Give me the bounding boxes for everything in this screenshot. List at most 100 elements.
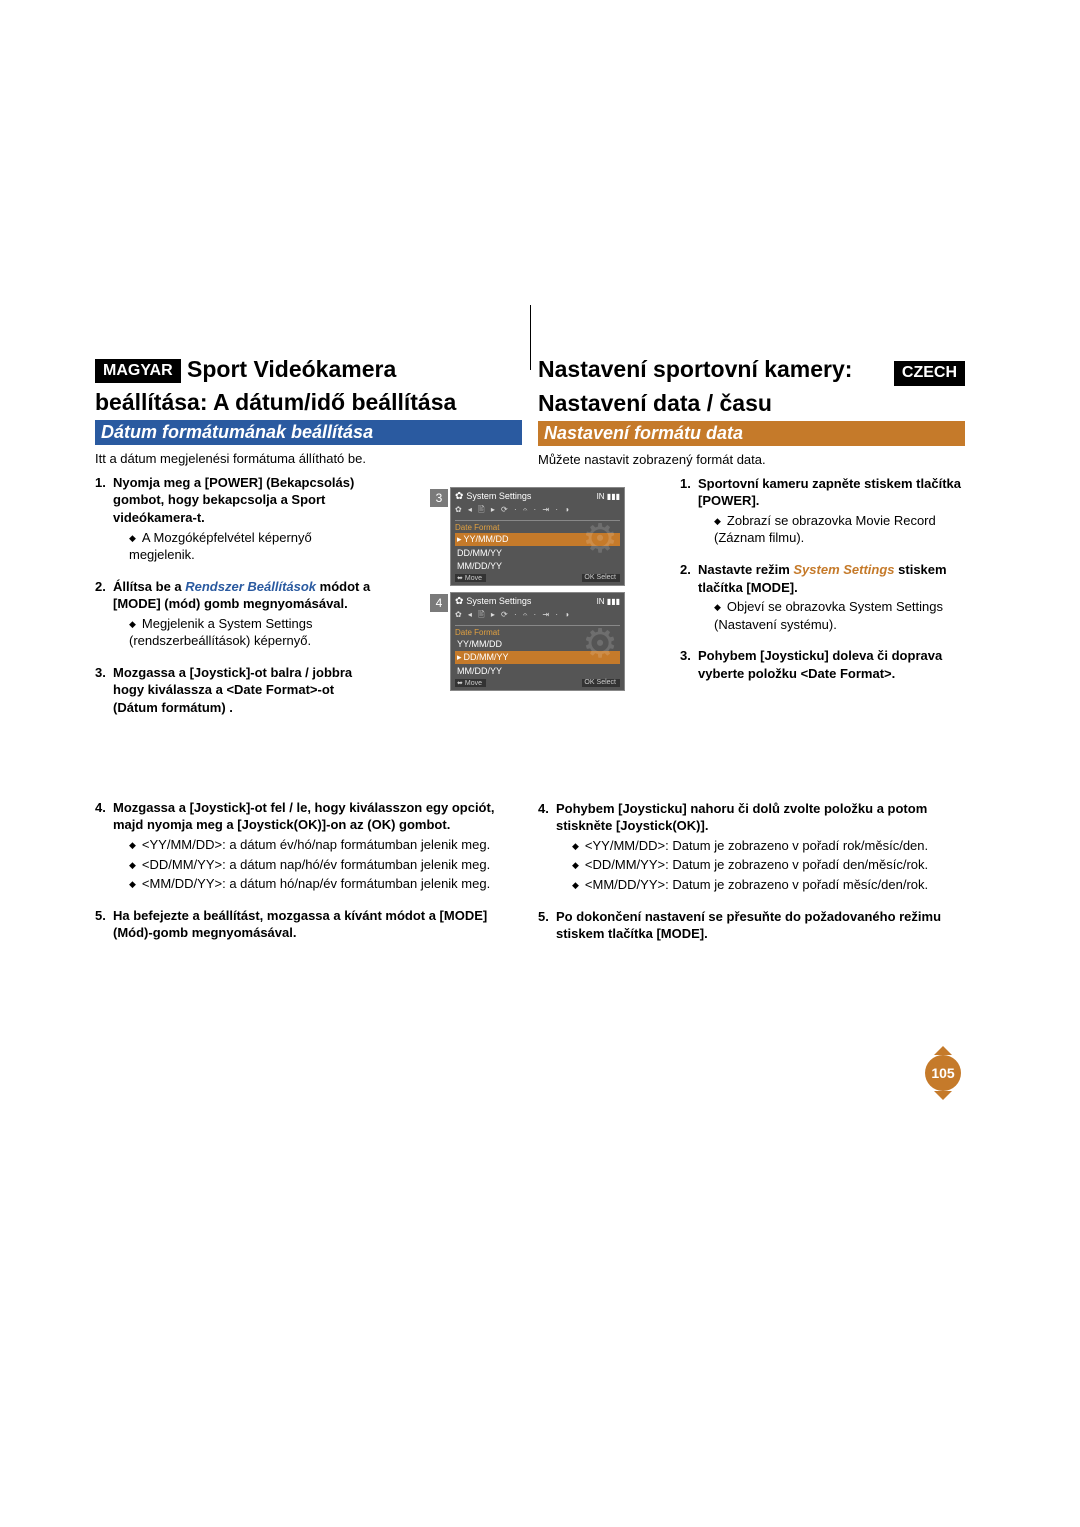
page-number-text: 105 — [931, 1065, 954, 1081]
step-number: 3. — [95, 664, 106, 682]
left-step-3: 3. Mozgassa a [Joystick]-ot balra / jobb… — [95, 664, 380, 717]
page-number-wrap: 105 — [925, 1055, 965, 1095]
step-sub: <MM/DD/YY>: Datum je zobrazeno v pořadí … — [572, 876, 965, 894]
step-title-em: Rendszer Beállítások — [185, 579, 316, 594]
left-lang-badge: MAGYAR — [95, 359, 181, 384]
screen-3: ⚙ ✿System Settings IN ▮▮▮ ✿ ◂ 🖹 ▸ ⟳ · 𝄐 … — [450, 487, 625, 586]
center-screens: 3 ⚙ ✿System Settings IN ▮▮▮ ✿ ◂ 🖹 ▸ ⟳ · … — [430, 487, 630, 697]
date-format-label: Date Format — [455, 628, 620, 637]
option-dd-mm-yy: ▸DD/MM/YY — [455, 651, 620, 664]
right-title-1: Nastavení sportovní kamery: — [538, 355, 852, 385]
step-sub: <DD/MM/YY>: a dátum nap/hó/év formátumba… — [129, 856, 522, 874]
step-title-pre: Nastavte režim — [698, 562, 793, 577]
move-hint: ⬌Move — [455, 574, 486, 582]
card-label: IN — [597, 492, 605, 501]
step-sub: <YY/MM/DD>: a dátum év/hó/nap formátumba… — [129, 836, 522, 854]
right-steps-bottom: 4. Pohybem [Joysticku] nahoru či dolů zv… — [538, 800, 965, 943]
sys-label: System Settings — [466, 596, 531, 606]
screen-4-wrap: 4 ⚙ ✿System Settings IN ▮▮▮ ✿ ◂ 🖹 ▸ ⟳ · … — [430, 592, 630, 691]
triangle-up-icon — [934, 1046, 952, 1055]
step-title-pre: Állítsa be a — [113, 579, 185, 594]
option-mm-dd-yy: MM/DD/YY — [455, 560, 620, 572]
select-hint: OKSelect — [582, 574, 620, 582]
step-sub: <MM/DD/YY>: a dátum hó/nap/év formátumba… — [129, 875, 522, 893]
left-section-bar: Dátum formátumának beállítása — [95, 420, 522, 445]
step-title-em: System Settings — [793, 562, 894, 577]
select-hint: OKSelect — [582, 679, 620, 687]
step-title: Mozgassa a [Joystick]-ot fel / le, hogy … — [113, 800, 494, 833]
screen-badge-4: 4 — [430, 594, 448, 612]
left-main-title: MAGYAR Sport Videókamera — [95, 355, 522, 385]
step-title: Állítsa be a Rendszer Beállítások módot … — [113, 579, 370, 612]
step-number: 3. — [680, 647, 691, 665]
step-title: Pohybem [Joysticku] doleva či doprava vy… — [698, 648, 942, 681]
step-number: 1. — [680, 475, 691, 493]
step-sub: Megjelenik a System Settings (rendszerbe… — [129, 615, 380, 650]
arrow-icon: ▸ — [457, 534, 462, 544]
step-number: 4. — [95, 799, 106, 817]
left-column: MAGYAR Sport Videókamera beállítása: A d… — [95, 355, 530, 1055]
right-step-1: 1. Sportovní kameru zapněte stiskem tlač… — [680, 475, 965, 547]
right-title-2: Nastavení data / času — [538, 390, 965, 417]
manual-page: MAGYAR Sport Videókamera beállítása: A d… — [95, 355, 965, 1055]
step-number: 2. — [680, 561, 691, 579]
step-title: Po dokončení nastavení se přesuňte do po… — [556, 909, 941, 942]
left-title-2: beállítása: A dátum/idő beállítása — [95, 389, 522, 416]
step-number: 5. — [538, 908, 549, 926]
left-title-1: Sport Videókamera — [187, 356, 396, 382]
tab-icons: ✿ ◂ 🖹 ▸ ⟳ · 𝄐 · ⇥ · ◑ — [455, 504, 620, 521]
select-label: Select — [595, 679, 618, 686]
option-label: YY/MM/DD — [464, 534, 509, 544]
step-title: Nyomja meg a [POWER] (Bekapcsolás) gombo… — [113, 475, 354, 525]
step-sub: Zobrazí se obrazovka Movie Record (Zázna… — [714, 512, 965, 547]
left-steps-bottom: 4. Mozgassa a [Joystick]-ot fel / le, ho… — [95, 799, 522, 942]
step-sub: Objeví se obrazovka System Settings (Nas… — [714, 598, 965, 633]
left-step-1: 1. Nyomja meg a [POWER] (Bekapcsolás) go… — [95, 474, 380, 564]
option-yy-mm-dd: ▸YY/MM/DD — [455, 533, 620, 546]
sys-label: System Settings — [466, 491, 531, 501]
move-label: Move — [463, 575, 484, 582]
left-intro: Itt a dátum megjelenési formátuma állíth… — [95, 451, 522, 466]
step-sub: <DD/MM/YY>: Datum je zobrazeno v pořadí … — [572, 856, 965, 874]
step-number: 4. — [538, 800, 549, 818]
battery-icon: IN ▮▮▮ — [597, 492, 620, 501]
right-section-bar: Nastavení formátu data — [538, 421, 965, 446]
date-format-label: Date Format — [455, 523, 620, 532]
step-number: 5. — [95, 907, 106, 925]
step-sub: A Mozgóképfelvétel képernyő megjelenik. — [129, 529, 380, 564]
gear-icon: ✿ — [455, 491, 463, 502]
move-label: Move — [463, 680, 484, 687]
step-sub: <YY/MM/DD>: Datum je zobrazeno v pořadí … — [572, 837, 965, 855]
sys-title: ✿System Settings — [455, 596, 531, 607]
card-label: IN — [597, 597, 605, 606]
step-number: 1. — [95, 474, 106, 492]
step-title: Sportovní kameru zapněte stiskem tlačítk… — [698, 476, 961, 509]
screen-4: ⚙ ✿System Settings IN ▮▮▮ ✿ ◂ 🖹 ▸ ⟳ · 𝄐 … — [450, 592, 625, 691]
screen-badge-3: 3 — [430, 489, 448, 507]
left-step-5: 5. Ha befejezte a beállítást, mozgassa a… — [95, 907, 522, 942]
screen-3-wrap: 3 ⚙ ✿System Settings IN ▮▮▮ ✿ ◂ 🖹 ▸ ⟳ · … — [430, 487, 630, 586]
step-title: Pohybem [Joysticku] nahoru či dolů zvolt… — [556, 801, 927, 834]
right-step-5: 5. Po dokončení nastavení se přesuňte do… — [538, 908, 965, 943]
option-mm-dd-yy: MM/DD/YY — [455, 665, 620, 677]
two-column-layout: MAGYAR Sport Videókamera beállítása: A d… — [95, 355, 965, 1055]
select-label: Select — [595, 574, 618, 581]
arrow-icon: ▸ — [457, 652, 462, 662]
left-step-4: 4. Mozgassa a [Joystick]-ot fel / le, ho… — [95, 799, 522, 893]
left-step-2: 2. Állítsa be a Rendszer Beállítások mód… — [95, 578, 380, 650]
gear-icon: ✿ — [455, 596, 463, 607]
triangle-down-icon — [934, 1091, 952, 1100]
right-step-3: 3. Pohybem [Joysticku] doleva či doprava… — [680, 647, 965, 682]
step-number: 2. — [95, 578, 106, 596]
option-label: DD/MM/YY — [464, 652, 509, 662]
right-column: Nastavení sportovní kamery: CZECH Nastav… — [530, 355, 965, 1055]
tab-icons: ✿ ◂ 🖹 ▸ ⟳ · 𝄐 · ⇥ · ◑ — [455, 609, 620, 626]
right-step-2: 2. Nastavte režim System Settings stiske… — [680, 561, 965, 633]
page-number: 105 — [925, 1055, 961, 1091]
right-lang-badge: CZECH — [894, 361, 965, 386]
step-title: Ha befejezte a beállítást, mozgassa a kí… — [113, 908, 487, 941]
step-title: Nastavte režim System Settings stiskem t… — [698, 562, 947, 595]
move-hint: ⬌Move — [455, 679, 486, 687]
sys-title: ✿System Settings — [455, 491, 531, 502]
option-dd-mm-yy: DD/MM/YY — [455, 547, 620, 559]
